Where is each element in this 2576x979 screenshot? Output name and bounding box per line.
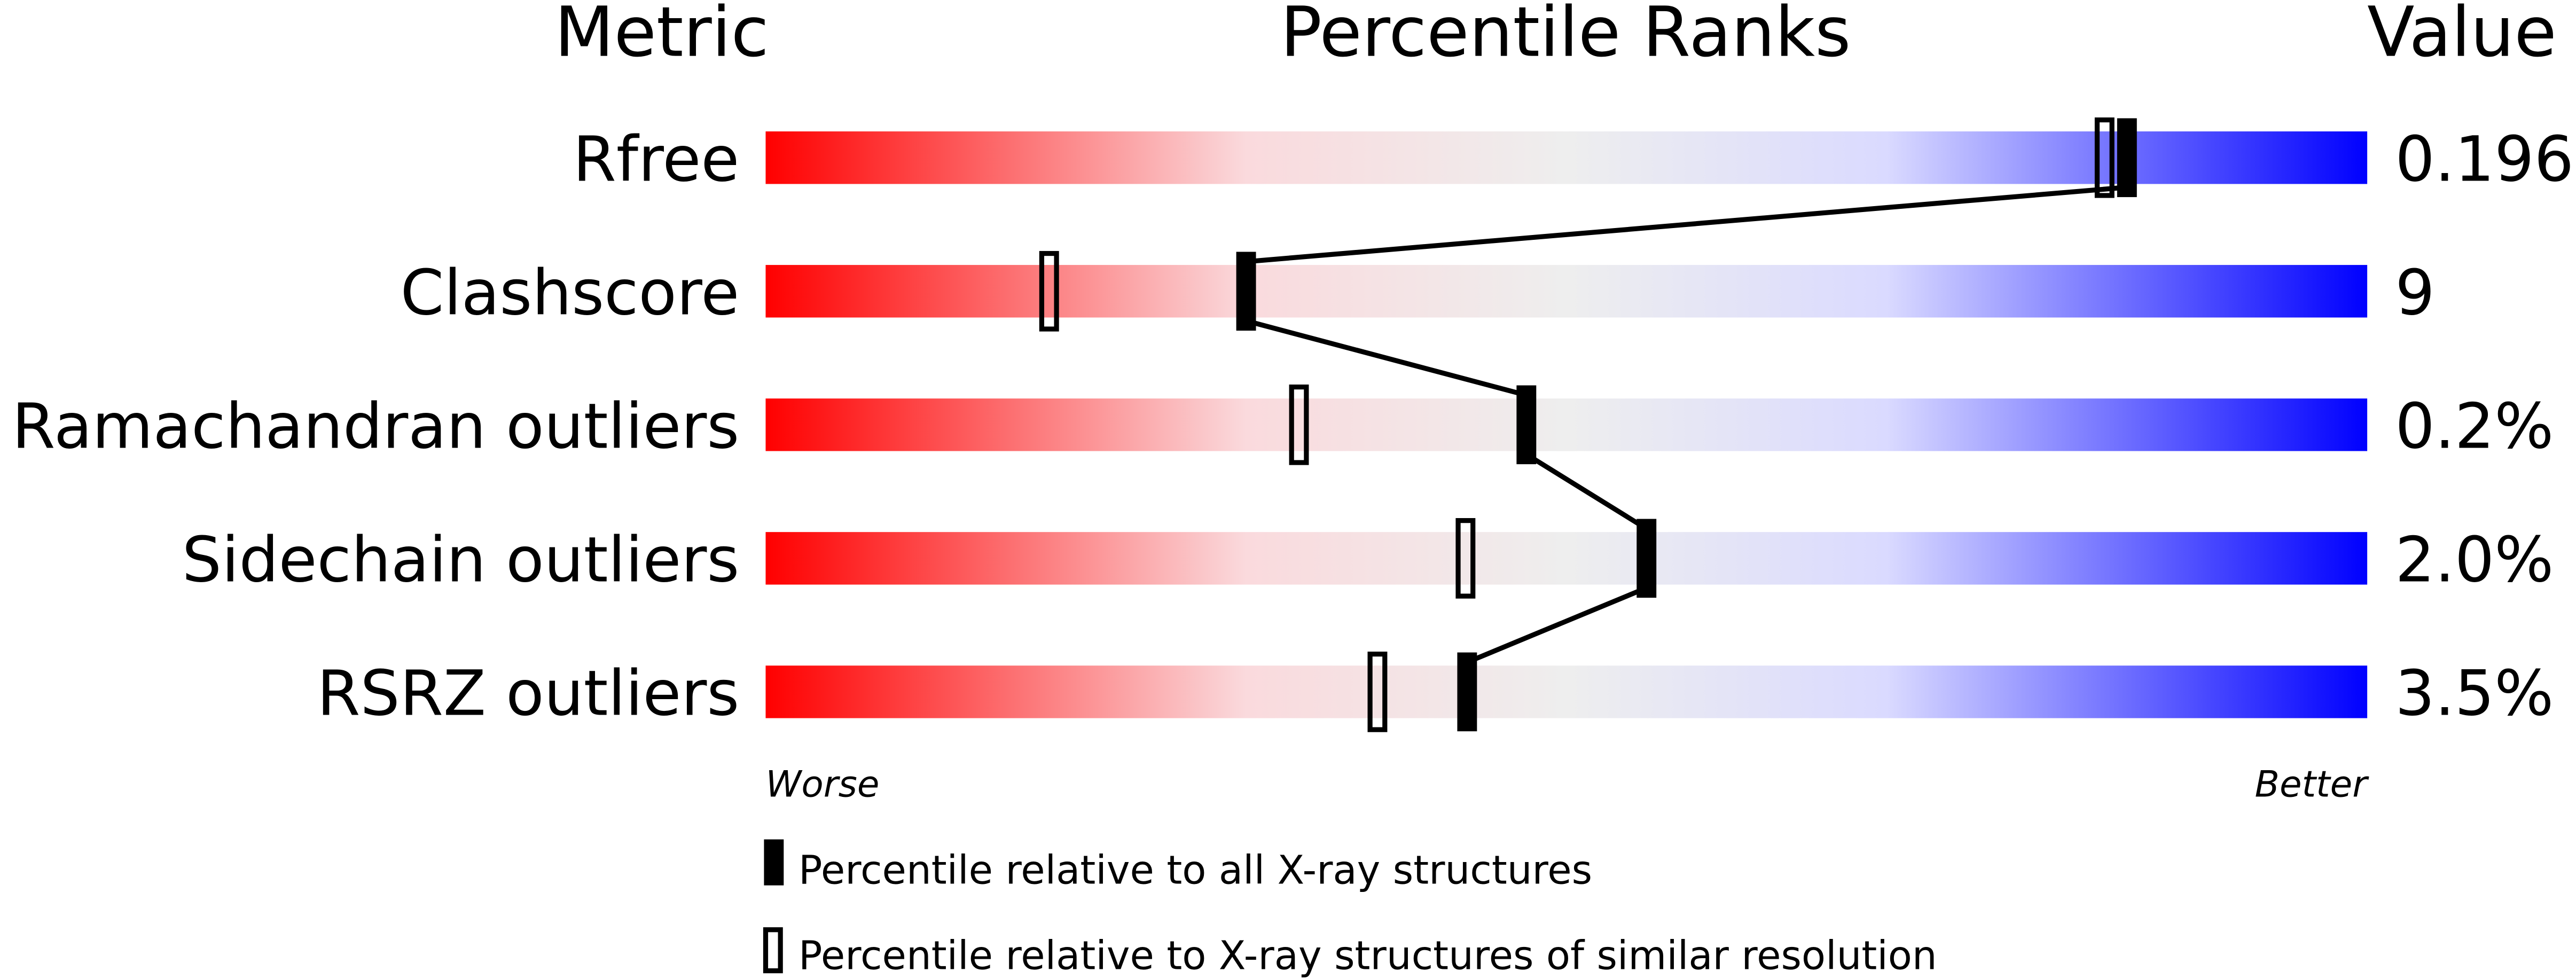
header-percentile-ranks: Percentile Ranks [1280,0,1851,73]
percentile-bar [765,398,2368,451]
metric-value: 0.2% [2395,390,2554,463]
header-value: Value [2367,0,2557,73]
marker-all-structures [2117,118,2137,198]
metric-value: 0.196 [2395,123,2574,195]
metric-value: 9 [2395,256,2434,329]
marker-all-structures [1457,652,1477,732]
metric-label: Sidechain outliers [182,523,739,596]
marker-all-structures [1637,519,1657,598]
axis-worse-label: Worse [765,763,879,805]
legend-all-label: Percentile relative to all X-ray structu… [798,848,1592,894]
legend-filled-marker-icon [764,839,784,886]
metric-label: Clashscore [401,256,740,329]
percentile-bar [765,532,2368,585]
percentile-bar [765,665,2368,718]
marker-similar-resolution [2094,117,2115,198]
percentile-bar [765,265,2368,318]
metric-value: 3.5% [2395,657,2554,730]
marker-similar-resolution [1455,518,1476,599]
header-metric: Metric [554,0,769,73]
marker-similar-resolution [1289,384,1309,465]
marker-similar-resolution [1039,250,1059,332]
metric-label: RSRZ outliers [317,657,739,730]
marker-all-structures [1516,385,1537,465]
axis-better-label: Better [2255,763,2370,805]
marker-all-structures [1236,252,1256,331]
metric-value: 2.0% [2395,523,2554,596]
legend-similar-label: Percentile relative to X-ray structures … [798,933,1937,979]
metric-label: Rfree [573,123,740,195]
metric-label: Ramachandran outliers [12,390,739,463]
percentile-bar [765,131,2368,184]
legend-outline-marker-icon [763,927,783,974]
marker-similar-resolution [1367,652,1388,732]
